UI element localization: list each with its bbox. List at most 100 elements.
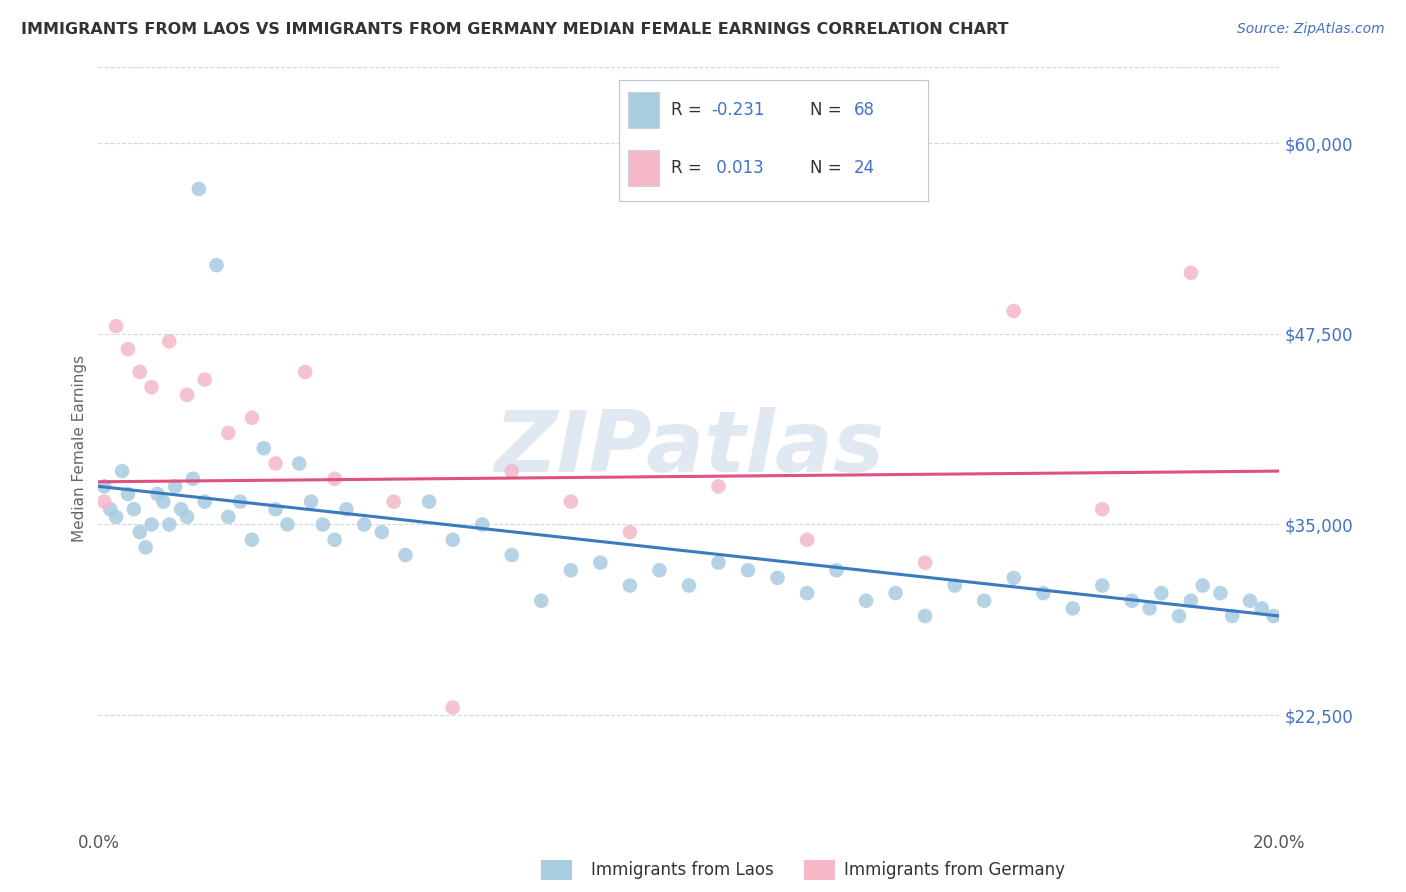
Point (1220, 609, 1243, 624)
Point (648, 563, 671, 577)
Point (1191, 578, 1213, 592)
Point (187, 182, 209, 196)
Point (253, 441, 276, 455)
Point (98, 502, 121, 516)
Text: N =: N = (810, 159, 848, 178)
Point (181, 472, 204, 486)
FancyBboxPatch shape (628, 150, 659, 186)
Point (105, 319, 128, 334)
Point (884, 586, 907, 600)
Point (1091, 578, 1114, 592)
Point (1239, 594, 1261, 608)
Text: N =: N = (810, 102, 848, 120)
Text: ZIPatlas: ZIPatlas (494, 407, 884, 490)
Point (1180, 594, 1202, 608)
Point (1168, 609, 1191, 624)
Point (501, 548, 523, 562)
Point (105, 509, 128, 524)
Text: 68: 68 (853, 102, 875, 120)
Point (1091, 502, 1114, 516)
Point (1062, 601, 1084, 615)
Text: 0.013: 0.013 (711, 159, 765, 178)
Point (276, 517, 298, 532)
Point (914, 556, 936, 570)
Point (323, 533, 346, 547)
Point (157, 517, 180, 532)
Point (122, 502, 145, 516)
Point (335, 502, 357, 516)
Point (194, 494, 217, 508)
Text: Immigrants from Germany: Immigrants from Germany (844, 861, 1064, 879)
Point (943, 578, 966, 592)
Point (560, 563, 582, 577)
Point (560, 494, 582, 508)
Text: 24: 24 (853, 159, 875, 178)
Point (1139, 601, 1161, 615)
Point (157, 334, 180, 349)
Point (194, 373, 217, 387)
Point (973, 594, 995, 608)
Point (914, 609, 936, 624)
Point (323, 472, 346, 486)
Point (93, 479, 115, 493)
Point (353, 517, 375, 532)
Point (1180, 266, 1202, 280)
Point (240, 533, 263, 547)
Point (1150, 586, 1173, 600)
Point (619, 578, 641, 592)
Point (205, 258, 228, 272)
Point (382, 494, 405, 508)
Point (165, 479, 187, 493)
FancyBboxPatch shape (628, 93, 659, 128)
Point (501, 464, 523, 478)
Point (117, 487, 139, 501)
Point (264, 457, 287, 471)
Point (1250, 601, 1272, 615)
Point (294, 365, 316, 379)
Point (264, 502, 287, 516)
Point (93, 494, 115, 508)
Point (152, 494, 174, 508)
Point (288, 457, 311, 471)
Text: R =: R = (671, 159, 707, 178)
Text: IMMIGRANTS FROM LAOS VS IMMIGRANTS FROM GERMANY MEDIAN FEMALE EARNINGS CORRELATI: IMMIGRANTS FROM LAOS VS IMMIGRANTS FROM … (21, 22, 1008, 37)
Point (418, 494, 440, 508)
Point (1002, 304, 1025, 318)
Point (855, 594, 877, 608)
Point (441, 533, 464, 547)
Point (176, 509, 198, 524)
Point (471, 517, 494, 532)
Point (796, 586, 818, 600)
Point (619, 525, 641, 540)
Point (1263, 609, 1285, 624)
Point (394, 548, 416, 562)
Text: -0.231: -0.231 (711, 102, 765, 120)
Point (707, 556, 730, 570)
Point (589, 556, 612, 570)
Point (312, 517, 335, 532)
Point (141, 517, 163, 532)
Text: Source: ZipAtlas.com: Source: ZipAtlas.com (1237, 22, 1385, 37)
Text: Immigrants from Laos: Immigrants from Laos (591, 861, 773, 879)
Point (825, 563, 848, 577)
Point (141, 380, 163, 394)
Point (441, 700, 464, 714)
Point (1032, 586, 1054, 600)
Point (707, 479, 730, 493)
Point (1121, 594, 1143, 608)
Point (766, 571, 789, 585)
Text: R =: R = (671, 102, 707, 120)
Point (371, 525, 394, 540)
Point (135, 541, 157, 555)
Point (530, 594, 553, 608)
Point (229, 494, 252, 508)
Point (796, 533, 818, 547)
Point (1209, 586, 1232, 600)
Point (737, 563, 759, 577)
Point (117, 342, 139, 356)
Point (170, 502, 193, 516)
Point (217, 425, 239, 440)
Point (1002, 571, 1025, 585)
Y-axis label: Median Female Earnings: Median Female Earnings (72, 355, 87, 541)
Point (128, 525, 150, 540)
